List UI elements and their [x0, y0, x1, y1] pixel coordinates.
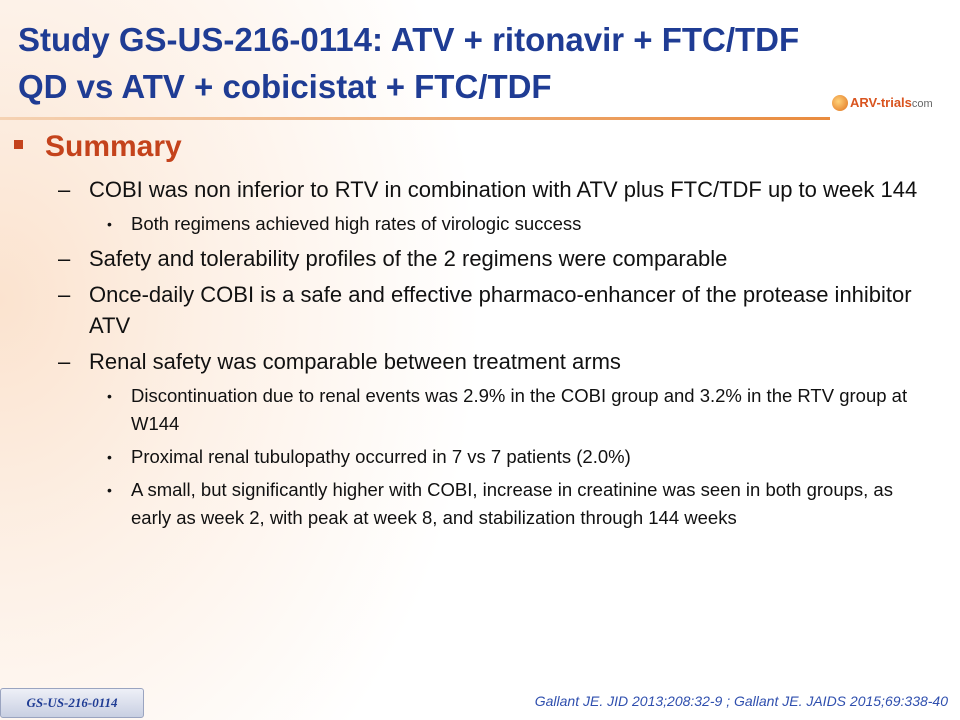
- summary-heading: Summary: [14, 130, 182, 164]
- title-line: QD vs ATV + cobicistat + FTC/TDF: [18, 68, 552, 105]
- summary-item: – Once-daily COBI is a safe and effective…: [0, 279, 919, 341]
- bullet: •: [107, 388, 112, 404]
- study-tag: GS-US-216-0114: [0, 688, 144, 718]
- heading-text: Summary: [45, 130, 182, 163]
- summary-item: – COBI was non inferior to RTV in combina…: [0, 174, 919, 205]
- item-text: Renal safety was comparable between trea…: [89, 349, 621, 374]
- logo-suffix: com: [911, 98, 933, 110]
- item-text: Proximal renal tubulopathy occurred in 7…: [131, 446, 631, 467]
- logo-text: ARV-trialscom: [850, 95, 933, 110]
- item-text: A small, but significantly higher with C…: [131, 479, 893, 528]
- summary-item: • Both regimens achieved high rates of vi…: [0, 210, 931, 238]
- logo: ARV-trialscom: [832, 92, 952, 118]
- title-line: Study GS-US-216-0114: ATV + ritonavir + …: [18, 21, 800, 58]
- summary-item: – Renal safety was comparable between tre…: [0, 346, 919, 377]
- summary-item: – Safety and tolerability profiles of the…: [0, 243, 919, 274]
- bullet: •: [107, 482, 112, 498]
- item-text: COBI was non inferior to RTV in combinat…: [89, 177, 918, 202]
- summary-item: • A small, but significantly higher with …: [0, 476, 931, 532]
- bullet: –: [58, 246, 71, 271]
- title: Study GS-US-216-0114: ATV + ritonavir + …: [18, 16, 799, 110]
- summary-item: • Proximal renal tubulopathy occurred in …: [0, 443, 931, 471]
- bullet: •: [107, 449, 112, 465]
- title-rule: [0, 117, 830, 120]
- item-text: Safety and tolerability profiles of the …: [89, 246, 728, 271]
- item-text: Once-daily COBI is a safe and effective …: [89, 282, 912, 338]
- summary-list: – COBI was non inferior to RTV in combina…: [0, 174, 960, 537]
- bullet: [14, 139, 23, 149]
- bullet: •: [107, 216, 112, 232]
- summary-item: • Discontinuation due to renal events was…: [0, 382, 931, 438]
- logo-icon: [832, 95, 848, 111]
- logo-main: ARV-trials: [850, 95, 912, 110]
- bullet: –: [58, 282, 71, 307]
- citation: Gallant JE. JID 2013;208:32-9 ; Gallant …: [534, 693, 948, 709]
- item-text: Both regimens achieved high rates of vir…: [131, 213, 582, 234]
- item-text: Discontinuation due to renal events was …: [131, 385, 908, 434]
- bullet: –: [58, 177, 71, 202]
- bullet: –: [58, 349, 71, 374]
